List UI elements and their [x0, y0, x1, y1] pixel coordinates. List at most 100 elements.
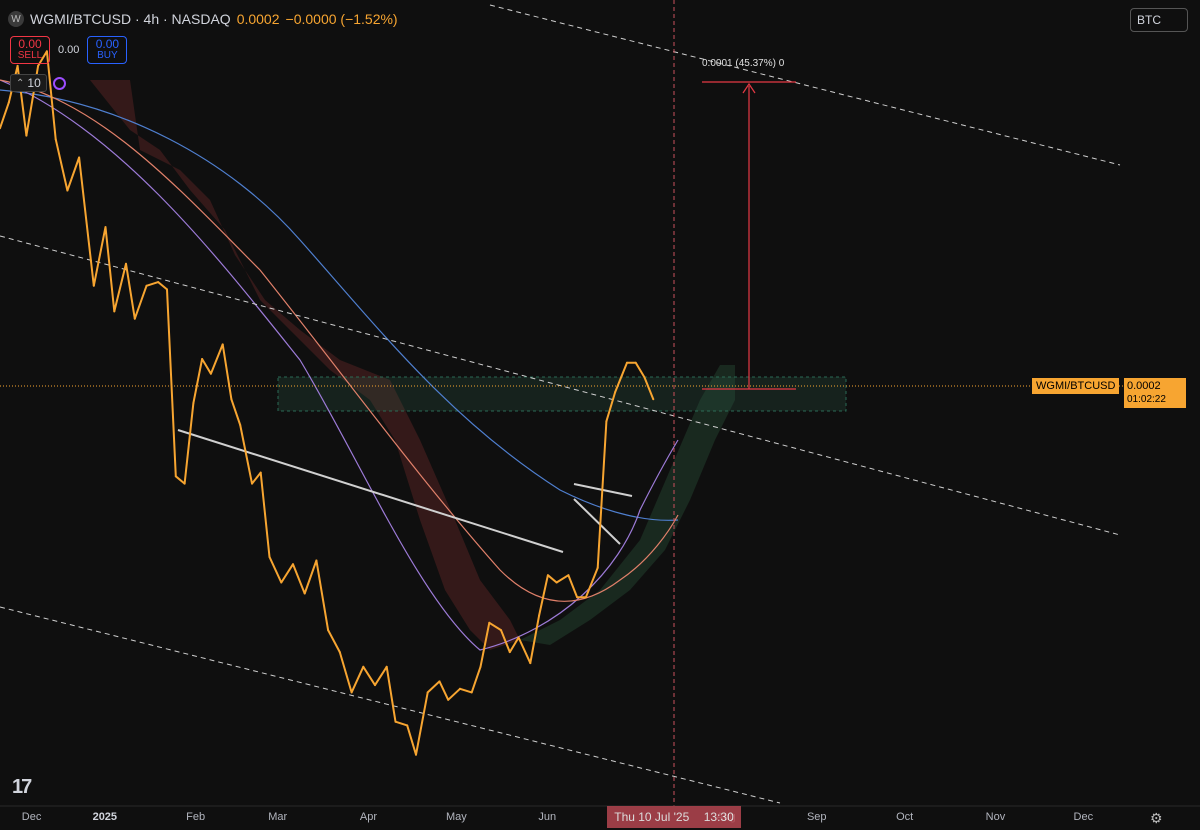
- crosshair-date: Thu 10 Jul '25: [614, 810, 690, 824]
- price-point-28: [280, 581, 283, 584]
- price-point-29: [292, 563, 294, 566]
- gear-icon[interactable]: ⚙: [1150, 810, 1163, 826]
- price-point-13: [133, 317, 136, 320]
- time-axis-label-apr: Apr: [359, 811, 378, 823]
- price-point-1: [7, 101, 10, 104]
- price-point-16: [166, 288, 168, 291]
- indicator-count: 10: [27, 76, 41, 90]
- symbol-title[interactable]: WGMI/BTCUSD · 4h · NASDAQ: [30, 11, 231, 27]
- price-point-51: [529, 662, 532, 665]
- price-point-63: [643, 376, 646, 379]
- price-point-24: [239, 424, 242, 426]
- price-point-0: [0, 127, 1, 130]
- price-point-5: [45, 50, 48, 53]
- price-point-4: [37, 64, 40, 67]
- price-point-60: [614, 391, 617, 393]
- time-axis-label-oct: Oct: [896, 811, 914, 823]
- buy-price: 0.00: [95, 37, 120, 51]
- trade-panel: 0.00 SELL 0.00 0.00 BUY: [10, 36, 128, 64]
- price-point-39: [406, 724, 409, 727]
- time-axis-label-nov: Nov: [985, 811, 1006, 823]
- ma-mid-line: [0, 79, 679, 651]
- price-point-22: [221, 343, 224, 346]
- buy-button[interactable]: 0.00 BUY: [87, 36, 128, 64]
- flag-bottom: [573, 498, 621, 545]
- price-point-53: [546, 574, 549, 577]
- crosshair-time-label: Thu 10 Jul '25 13:30: [607, 806, 741, 828]
- indicators-toggle[interactable]: ⌃ 10: [10, 74, 47, 92]
- indicators-row: ⌃ 10: [10, 74, 66, 92]
- price-point-19: [192, 402, 195, 404]
- price-point-20: [201, 358, 204, 360]
- price-point-43: [447, 698, 450, 701]
- symbol-change: −0.0000 (−1.52%): [285, 11, 398, 27]
- bar-countdown: 01:02:22: [1127, 394, 1166, 405]
- bear-cloud: [90, 80, 520, 650]
- price-point-54: [555, 581, 558, 584]
- price-point-50: [517, 636, 520, 639]
- measure-label: 0.0001 (45.37%) 0: [702, 58, 785, 69]
- price-point-55: [567, 574, 570, 577]
- price-point-3: [25, 134, 28, 137]
- price-point-12: [125, 262, 127, 265]
- sell-price: 0.00: [18, 37, 42, 51]
- price-point-48: [500, 629, 502, 632]
- crosshair-time: 13:30: [703, 810, 734, 824]
- symbol-header: W WGMI/BTCUSD · 4h · NASDAQ 0.0002 −0.00…: [8, 8, 398, 30]
- tradingview-logo-icon[interactable]: 17: [12, 776, 32, 798]
- price-point-41: [426, 691, 429, 694]
- time-axis-label-may: May: [445, 811, 467, 823]
- price-point-23: [230, 398, 233, 401]
- time-axis-label-jun: Jun: [538, 811, 557, 823]
- symbol-price-tag: WGMI/BTCUSD: [1032, 378, 1120, 394]
- price-point-38: [394, 720, 397, 723]
- price-point-33: [338, 651, 341, 654]
- price-point-36: [374, 684, 376, 687]
- channel-top: [489, 4, 1121, 166]
- price-point-15: [157, 281, 160, 284]
- ma-slow-line: [0, 89, 679, 521]
- price-point-34: [350, 691, 353, 694]
- price-point-9: [92, 284, 95, 287]
- price-point-31: [315, 559, 318, 562]
- price-point-64: [652, 398, 655, 401]
- sell-label: SELL: [17, 50, 43, 61]
- time-axis-label-sep: Sep: [806, 811, 827, 823]
- sync-icon[interactable]: [52, 76, 66, 90]
- buy-label: BUY: [97, 50, 118, 61]
- time-axis-label-dec: Dec: [1073, 811, 1094, 823]
- price-point-45: [470, 691, 473, 694]
- price-point-26: [259, 471, 262, 474]
- price-point-42: [438, 680, 441, 683]
- currency-button[interactable]: BTC: [1130, 8, 1188, 32]
- price-point-40: [415, 753, 417, 756]
- bull-cloud: [520, 365, 735, 645]
- last-price-label: 0.0002 01:02:22: [1124, 378, 1186, 408]
- price-point-18: [183, 482, 186, 485]
- price-point-8: [78, 156, 81, 159]
- time-axis-label-feb: Feb: [186, 811, 206, 823]
- price-point-57: [584, 596, 587, 599]
- symbol-price: 0.0002: [236, 11, 280, 27]
- price-point-52: [538, 614, 541, 617]
- price-point-25: [251, 482, 253, 485]
- sell-button[interactable]: 0.00 SELL: [10, 36, 50, 64]
- price-point-7: [66, 189, 69, 192]
- price-point-27: [268, 555, 271, 558]
- price-point-10: [104, 226, 107, 229]
- price-point-47: [488, 621, 491, 624]
- channel-mid: [0, 235, 1121, 536]
- symbol-logo[interactable]: W: [8, 11, 24, 27]
- price-point-37: [385, 665, 388, 668]
- price-point-17: [174, 475, 177, 478]
- ma-fast-line: [0, 79, 679, 602]
- price-point-49: [508, 651, 511, 654]
- price-point-2: [16, 64, 19, 67]
- price-point-14: [145, 284, 148, 287]
- price-point-58: [596, 566, 599, 569]
- time-axis-label-dec: Dec: [21, 811, 42, 823]
- support-zone: [277, 376, 847, 412]
- price-point-32: [327, 629, 330, 632]
- chevron-up-icon: ⌃: [16, 77, 25, 89]
